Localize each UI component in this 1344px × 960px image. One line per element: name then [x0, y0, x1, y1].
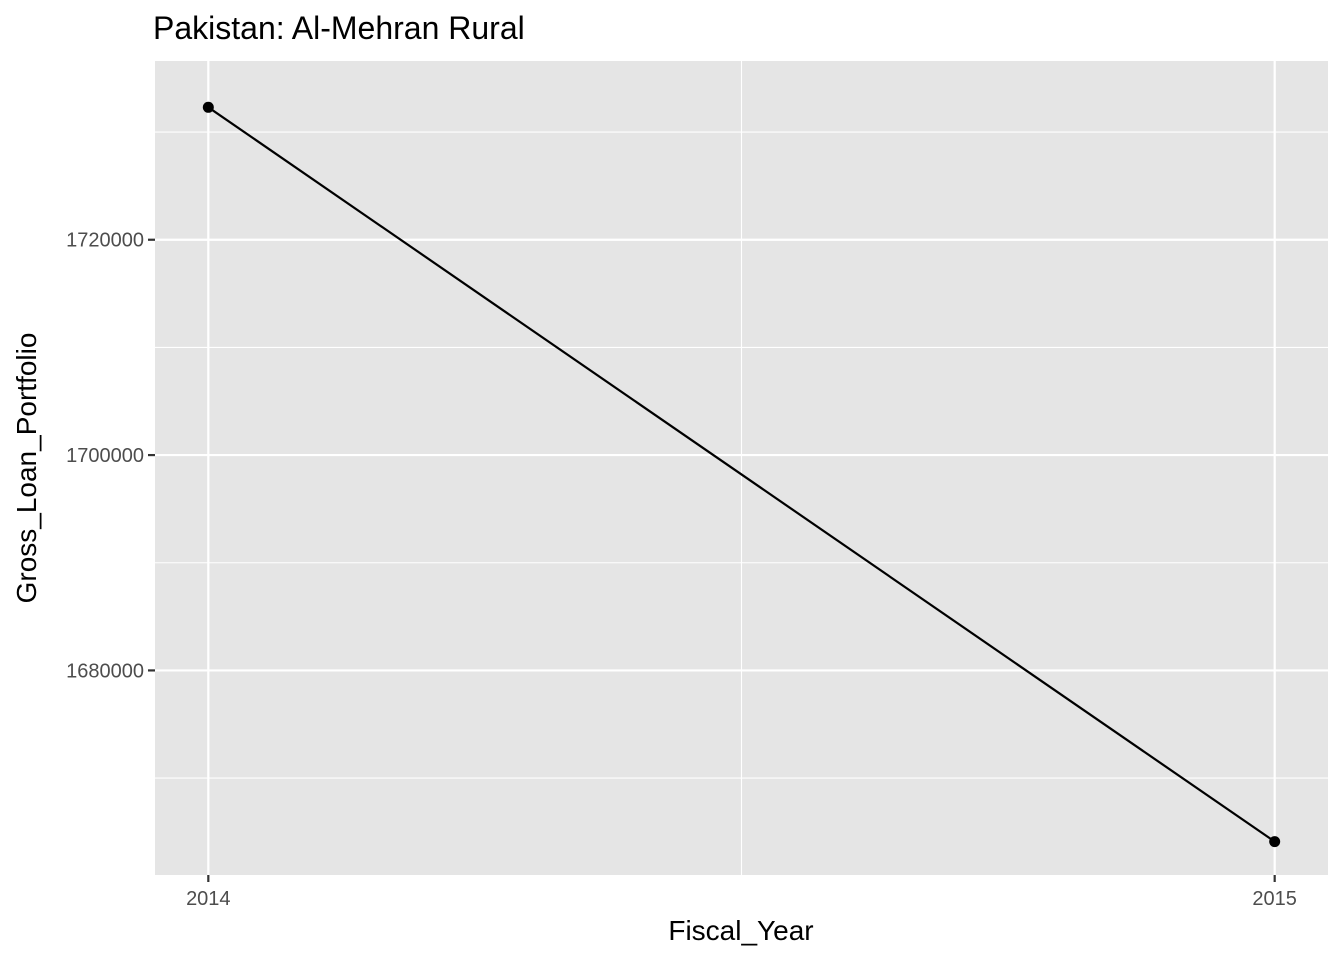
data-point [1269, 836, 1281, 848]
x-axis: 2014 2015 [186, 875, 1297, 910]
y-axis-title: Gross_Loan_Portfolio [11, 333, 42, 604]
x-axis-title: Fiscal_Year [668, 915, 813, 946]
y-axis: 1680000 1700000 1720000 [66, 230, 155, 682]
data-point [202, 101, 214, 113]
x-tick-label: 2015 [1252, 888, 1297, 910]
minor-gridlines [155, 61, 1328, 875]
series-line [207, 106, 1276, 843]
x-tick-label: 2014 [186, 888, 231, 910]
chart-title: Pakistan: Al-Mehran Rural [153, 10, 525, 46]
y-tick-label: 1700000 [66, 445, 144, 467]
y-tick-label: 1720000 [66, 230, 144, 252]
major-gridlines [155, 61, 1328, 875]
series-layer [202, 101, 1281, 848]
y-tick-label: 1680000 [66, 660, 144, 682]
